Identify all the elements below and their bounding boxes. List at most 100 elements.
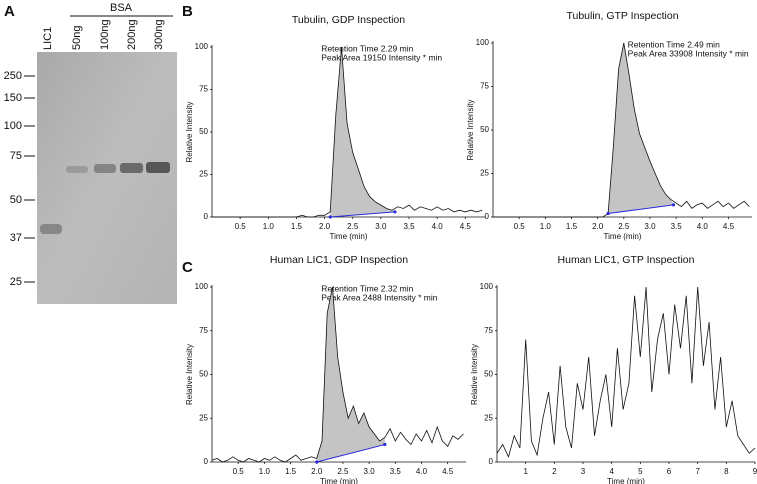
- band: [146, 162, 170, 173]
- group-label: BSA: [110, 2, 133, 14]
- band: [94, 164, 116, 173]
- y-axis-label: Relative Intensity: [185, 344, 194, 405]
- y-tick-label: 75: [199, 326, 208, 335]
- x-tick-label: 4.5: [723, 222, 735, 231]
- chart-title: Human LIC1, GTP Inspection: [558, 254, 695, 266]
- y-tick-label: 0: [489, 457, 494, 466]
- x-tick-label: 1.0: [540, 222, 552, 231]
- y-tick-label: 100: [476, 38, 490, 47]
- gel-labels: LIC1 50ng 100ng 200ng 300ng 250 150 100 75 50 37 25: [4, 19, 165, 288]
- y-tick-label: 0: [204, 212, 209, 221]
- marker-label: 25: [10, 276, 22, 288]
- x-tick-label: 2.5: [337, 467, 349, 476]
- marker-label: 50: [10, 194, 22, 206]
- x-tick-label: 1.5: [291, 222, 303, 231]
- trace: [493, 42, 750, 218]
- x-tick-label: 2.0: [319, 222, 331, 231]
- peak-area: [608, 43, 674, 214]
- x-tick-label: 7: [695, 467, 700, 476]
- lane-label: 200ng: [126, 19, 138, 50]
- integration-baseline: [608, 204, 674, 215]
- integration-baseline: [316, 444, 385, 463]
- annotation: Retention Time 2.49 min: [628, 39, 720, 49]
- band: [120, 163, 143, 173]
- integration-point: [315, 460, 319, 464]
- y-tick-label: 50: [484, 370, 493, 379]
- integration-point: [606, 211, 610, 216]
- gel: BSA: [37, 2, 177, 304]
- x-tick-label: 2.5: [347, 222, 359, 231]
- x-tick-label: 1.5: [566, 222, 578, 231]
- x-tick-label: 3.0: [375, 222, 387, 231]
- chart-title: Tubulin, GDP Inspection: [292, 14, 405, 26]
- chart-title: Human LIC1, GDP Inspection: [270, 254, 408, 266]
- x-axis-label: Time (min): [607, 477, 645, 484]
- chart: Tubulin, GDP Inspection 0 25 50 75 100 0.5 1.0 1…: [185, 14, 485, 241]
- x-tick-label: 5: [638, 467, 643, 476]
- y-tick-label: 0: [485, 212, 490, 221]
- integration-point: [383, 442, 387, 447]
- annotation: Peak Area 33908 Intensity * min: [628, 48, 749, 58]
- x-tick-label: 2.0: [592, 222, 604, 231]
- marker-label: 100: [4, 120, 22, 132]
- panel-label: C: [182, 259, 193, 276]
- x-tick-label: 9: [753, 467, 757, 476]
- x-tick-label: 0.5: [235, 222, 247, 231]
- marker-label: 75: [10, 150, 22, 162]
- x-tick-label: 3.5: [390, 467, 402, 476]
- annotation: Retention Time 2.32 min: [321, 283, 413, 293]
- marker-label: 250: [4, 70, 22, 82]
- x-tick-label: 2.5: [618, 222, 630, 231]
- x-tick-label: 0.5: [514, 222, 526, 231]
- y-tick-label: 50: [199, 370, 208, 379]
- x-tick-label: 1.5: [285, 467, 297, 476]
- integration-baseline: [330, 211, 395, 218]
- gel-image: [37, 52, 177, 304]
- trace: [212, 46, 483, 218]
- y-tick-label: 25: [199, 413, 208, 422]
- marker-label: 150: [4, 92, 22, 104]
- x-tick-label: 1.0: [263, 222, 275, 231]
- x-axis-label: Time (min): [604, 232, 642, 241]
- y-tick-label: 100: [195, 42, 209, 51]
- y-axis-label: Relative Intensity: [470, 344, 479, 405]
- x-tick-label: 4.0: [697, 222, 709, 231]
- x-tick-label: 1.0: [259, 467, 271, 476]
- y-tick-label: 50: [480, 125, 489, 134]
- integration-point: [671, 203, 676, 207]
- band: [40, 224, 62, 234]
- y-tick-label: 75: [199, 85, 208, 94]
- integration-point: [328, 215, 332, 219]
- x-tick-label: 3.5: [671, 222, 683, 231]
- annotation: Peak Area 2488 Intensity * min: [321, 292, 438, 302]
- panel-label: B: [182, 3, 193, 20]
- x-axis-label: Time (min): [330, 232, 368, 241]
- y-tick-label: 50: [199, 127, 208, 136]
- x-tick-label: 0.5: [233, 467, 245, 476]
- y-tick-label: 100: [480, 282, 494, 291]
- x-tick-label: 4.0: [416, 467, 428, 476]
- y-tick-label: 75: [480, 82, 489, 91]
- lane-label: 300ng: [153, 19, 165, 50]
- chart-title: Tubulin, GTP Inspection: [566, 10, 678, 22]
- x-tick-label: 2: [552, 467, 557, 476]
- y-axis-label: Relative Intensity: [185, 102, 194, 163]
- x-tick-label: 3.0: [644, 222, 656, 231]
- y-tick-label: 100: [195, 282, 209, 291]
- y-tick-label: 25: [199, 170, 208, 179]
- x-axis-label: Time (min): [320, 477, 358, 484]
- y-tick-label: 0: [204, 457, 209, 466]
- x-tick-label: 8: [724, 467, 729, 476]
- x-tick-label: 2.0: [311, 467, 323, 476]
- chart: Tubulin, GTP Inspection 0 25 50 75 100 0.5 1.0 1…: [466, 10, 752, 241]
- y-tick-label: 25: [484, 413, 493, 422]
- band: [66, 166, 88, 173]
- trace: [496, 286, 756, 458]
- annotation: Retention Time 2.29 min: [321, 43, 413, 53]
- trace: [211, 286, 464, 463]
- lane-label: LIC1: [42, 27, 54, 50]
- x-tick-label: 4.5: [460, 222, 472, 231]
- panel-label: A: [4, 3, 15, 20]
